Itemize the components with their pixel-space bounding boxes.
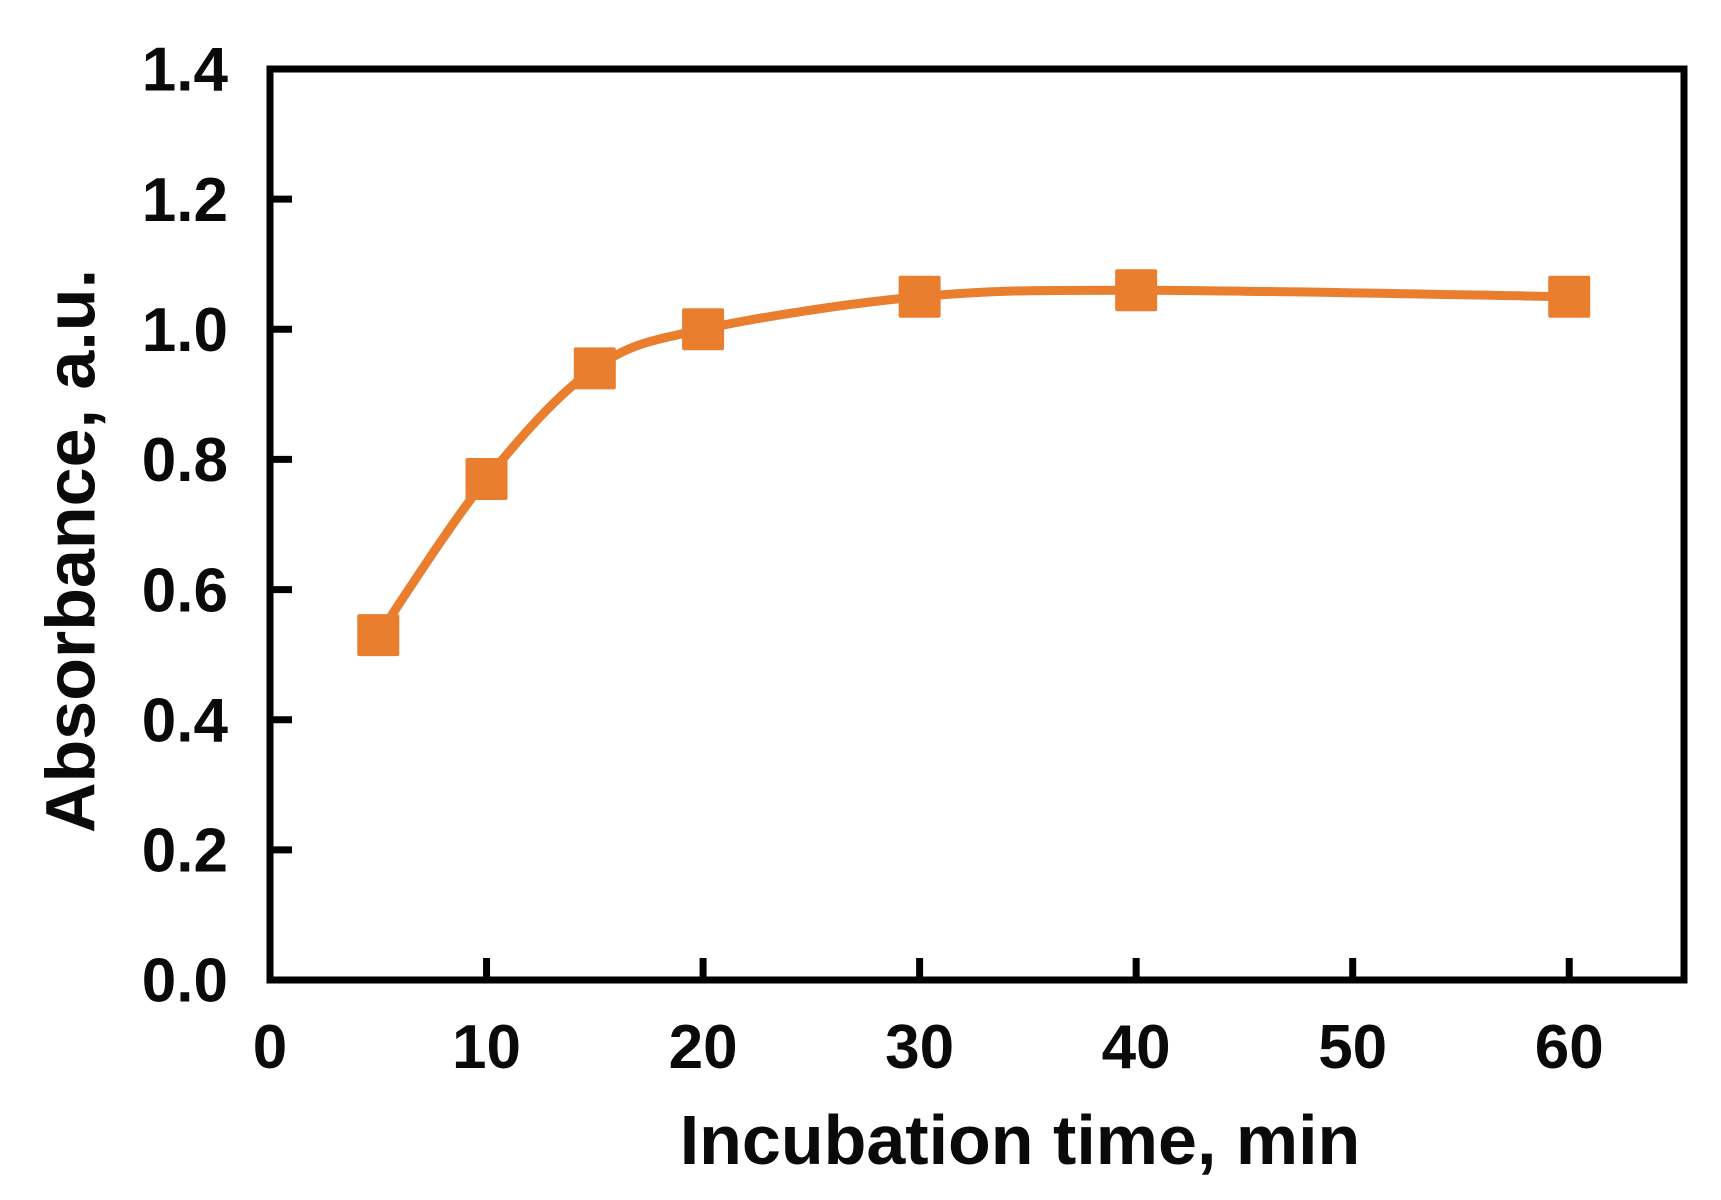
y-axis-ticks (270, 65, 292, 984)
data-point-marker (1548, 275, 1591, 318)
y-tick-label: 0.0 (142, 947, 228, 1016)
x-tick-label: 60 (1535, 1013, 1604, 1082)
series-line-path (373, 285, 1574, 640)
y-tick-label: 1.0 (142, 296, 228, 365)
plot-frame (266, 65, 1688, 984)
x-tick-label: 20 (669, 1013, 738, 1082)
y-axis-tick-labels: 0.0 0.2 0.4 0.6 0.8 1.0 1.2 1.4 (142, 36, 229, 1016)
y-tick-label: 0.4 (142, 686, 229, 755)
y-axis-title: Absorbance, a.u. (32, 269, 110, 833)
x-tick-label: 0 (253, 1013, 287, 1082)
data-point-marker (357, 614, 400, 657)
series-markers (357, 269, 1591, 657)
data-point-marker (573, 347, 616, 390)
y-tick-label: 0.8 (142, 426, 228, 495)
data-point-marker (682, 308, 725, 351)
y-tick-label: 1.4 (142, 36, 229, 105)
x-tick-label: 50 (1318, 1013, 1387, 1082)
data-point-marker (898, 275, 941, 318)
y-tick-label: 0.2 (142, 817, 228, 886)
y-tick-label: 0.6 (142, 556, 228, 625)
x-tick-label: 30 (885, 1013, 954, 1082)
x-axis-title: Incubation time, min (680, 1101, 1361, 1179)
x-axis-ticks (266, 958, 1573, 980)
y-tick-label: 1.2 (142, 166, 228, 235)
data-point-marker (465, 457, 508, 500)
x-tick-label: 40 (1102, 1013, 1171, 1082)
x-tick-label: 10 (452, 1013, 521, 1082)
x-axis-tick-labels: 0 10 20 30 40 50 60 (253, 1013, 1604, 1082)
data-point-marker (1115, 269, 1158, 312)
